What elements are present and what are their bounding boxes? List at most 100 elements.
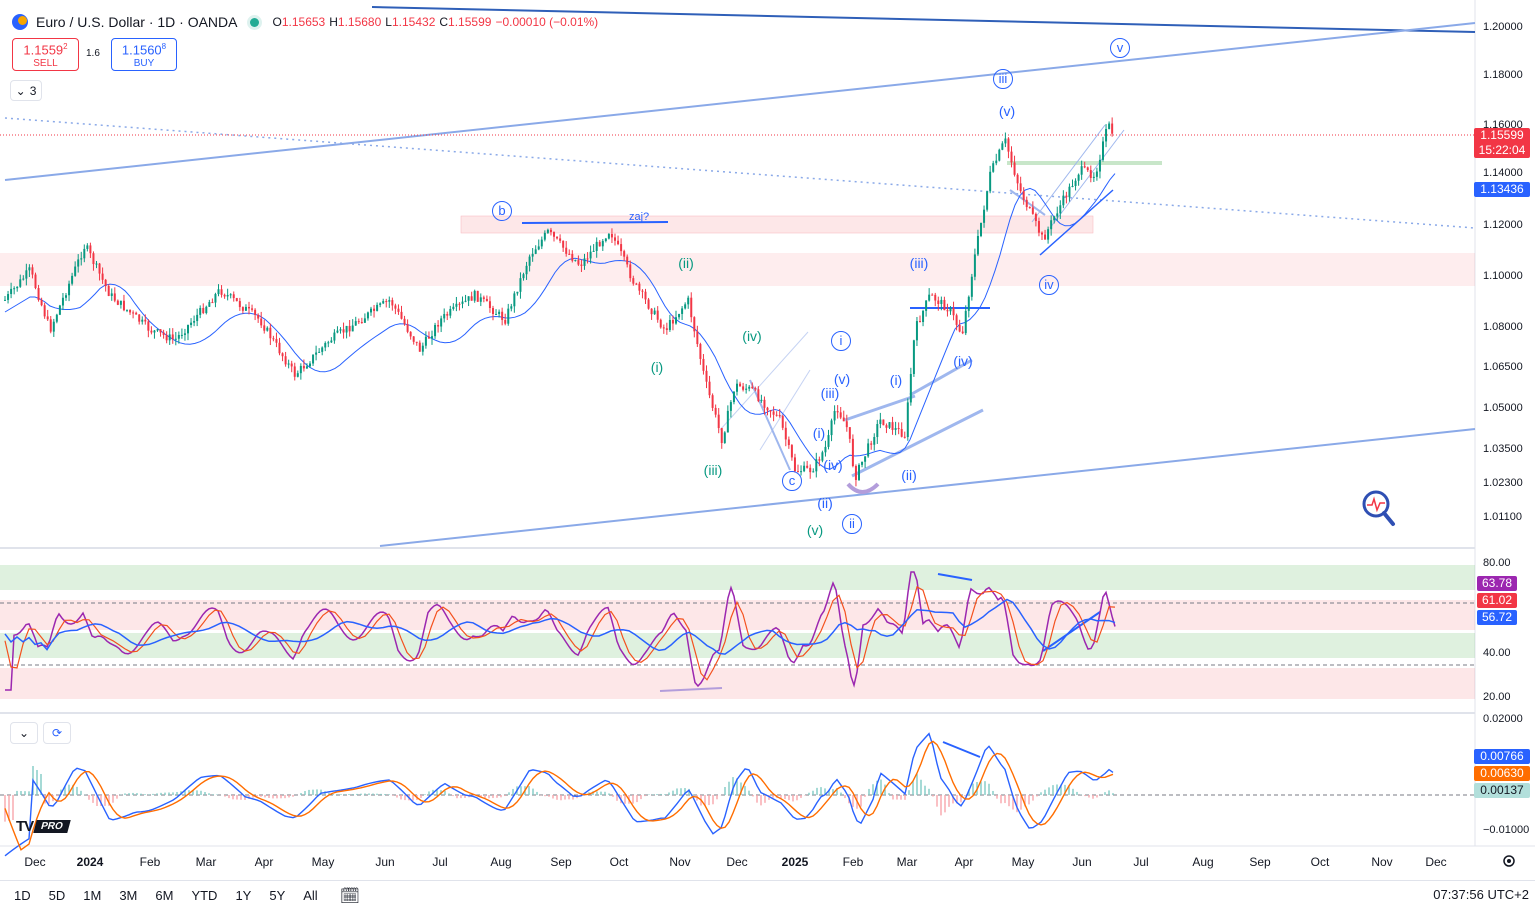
candle[interactable] [1031, 201, 1034, 215]
candle[interactable] [980, 222, 982, 238]
candle[interactable] [705, 365, 708, 389]
candle[interactable] [248, 301, 250, 315]
candle[interactable] [391, 297, 394, 311]
candle[interactable] [46, 309, 49, 321]
candle[interactable] [284, 351, 287, 367]
candle[interactable] [71, 272, 74, 286]
candle[interactable] [113, 287, 116, 303]
candle[interactable] [95, 261, 98, 269]
candle[interactable] [793, 453, 796, 473]
candle[interactable] [858, 463, 860, 482]
indicators-toggle-button[interactable]: ⌄ 3 [10, 80, 42, 101]
candle[interactable] [1102, 136, 1104, 162]
candle[interactable] [360, 317, 363, 324]
candle[interactable] [797, 464, 799, 473]
candle[interactable] [312, 354, 315, 366]
candle[interactable] [98, 262, 101, 281]
candle[interactable] [34, 272, 37, 290]
candle[interactable] [531, 248, 534, 262]
resistance-trendline[interactable] [371, 6, 1476, 33]
candle[interactable] [1022, 187, 1025, 205]
candle[interactable] [455, 296, 458, 312]
candle[interactable] [720, 427, 723, 449]
candle[interactable] [4, 295, 6, 301]
candle[interactable] [351, 319, 354, 332]
candle[interactable] [635, 282, 638, 285]
candle[interactable] [848, 427, 851, 443]
candle[interactable] [778, 408, 781, 418]
wave-trendline[interactable] [844, 394, 916, 422]
candle[interactable] [333, 329, 336, 344]
candle[interactable] [571, 250, 574, 263]
candle[interactable] [382, 298, 385, 305]
candle[interactable] [629, 260, 632, 282]
candle[interactable] [836, 405, 839, 419]
candle[interactable] [824, 440, 827, 457]
candle[interactable] [754, 386, 757, 392]
candle[interactable] [156, 328, 159, 332]
candle[interactable] [342, 322, 345, 339]
candle[interactable] [318, 348, 321, 353]
candle[interactable] [394, 303, 397, 315]
candle[interactable] [421, 342, 424, 356]
candle[interactable] [260, 311, 263, 329]
calendar-icon[interactable]: 🗓 [339, 887, 361, 905]
candle[interactable] [287, 359, 290, 369]
candle[interactable] [1111, 117, 1114, 137]
candle[interactable] [842, 410, 845, 422]
candle[interactable] [168, 328, 171, 345]
moving-average-line[interactable] [4, 173, 1116, 470]
tradingview-logo[interactable]: TV PRO [16, 818, 71, 835]
candle[interactable] [193, 315, 196, 327]
candle[interactable] [147, 319, 150, 338]
candle[interactable] [19, 274, 22, 288]
candle[interactable] [135, 311, 138, 315]
candle[interactable] [546, 228, 549, 234]
timeframe-3m-button[interactable]: 3M [119, 888, 138, 903]
candle[interactable] [989, 165, 992, 194]
candle[interactable] [461, 296, 464, 309]
candle[interactable] [766, 406, 769, 416]
candle[interactable] [403, 315, 406, 326]
candle[interactable] [1019, 176, 1022, 194]
candle[interactable] [263, 319, 266, 334]
candle[interactable] [1080, 160, 1083, 180]
candle[interactable] [190, 318, 193, 328]
candle[interactable] [879, 412, 882, 429]
candle[interactable] [586, 252, 589, 264]
candle[interactable] [888, 422, 891, 429]
candle[interactable] [964, 305, 967, 336]
candle[interactable] [678, 313, 681, 320]
pane-sync-button[interactable]: ⟳ [43, 722, 71, 744]
candle[interactable] [1056, 206, 1059, 221]
candle[interactable] [659, 318, 662, 329]
timeframe-1m-button[interactable]: 1M [83, 888, 102, 903]
candle[interactable] [89, 242, 92, 259]
candle[interactable] [696, 325, 699, 347]
candle[interactable] [833, 405, 836, 425]
candle[interactable] [714, 404, 717, 418]
candle[interactable] [1016, 173, 1019, 191]
candle[interactable] [373, 304, 376, 318]
symbol-title[interactable]: Euro / U.S. Dollar · 1D · OANDA [36, 14, 238, 30]
candle[interactable] [257, 313, 260, 323]
candle[interactable] [101, 267, 104, 284]
candle[interactable] [940, 296, 943, 311]
candle[interactable] [803, 461, 806, 473]
candle[interactable] [202, 303, 205, 315]
candle[interactable] [1037, 217, 1040, 237]
candle[interactable] [208, 299, 211, 307]
candle[interactable] [129, 309, 132, 315]
channel-line[interactable] [719, 331, 809, 431]
candle[interactable] [357, 318, 360, 325]
candle[interactable] [665, 322, 668, 335]
candle[interactable] [1089, 165, 1092, 183]
candle[interactable] [388, 296, 391, 308]
candle[interactable] [864, 456, 867, 468]
candle[interactable] [1105, 124, 1108, 148]
candle[interactable] [68, 280, 71, 302]
candle[interactable] [644, 288, 647, 305]
candle[interactable] [1025, 196, 1028, 211]
candle[interactable] [583, 253, 586, 270]
candle[interactable] [992, 160, 995, 173]
